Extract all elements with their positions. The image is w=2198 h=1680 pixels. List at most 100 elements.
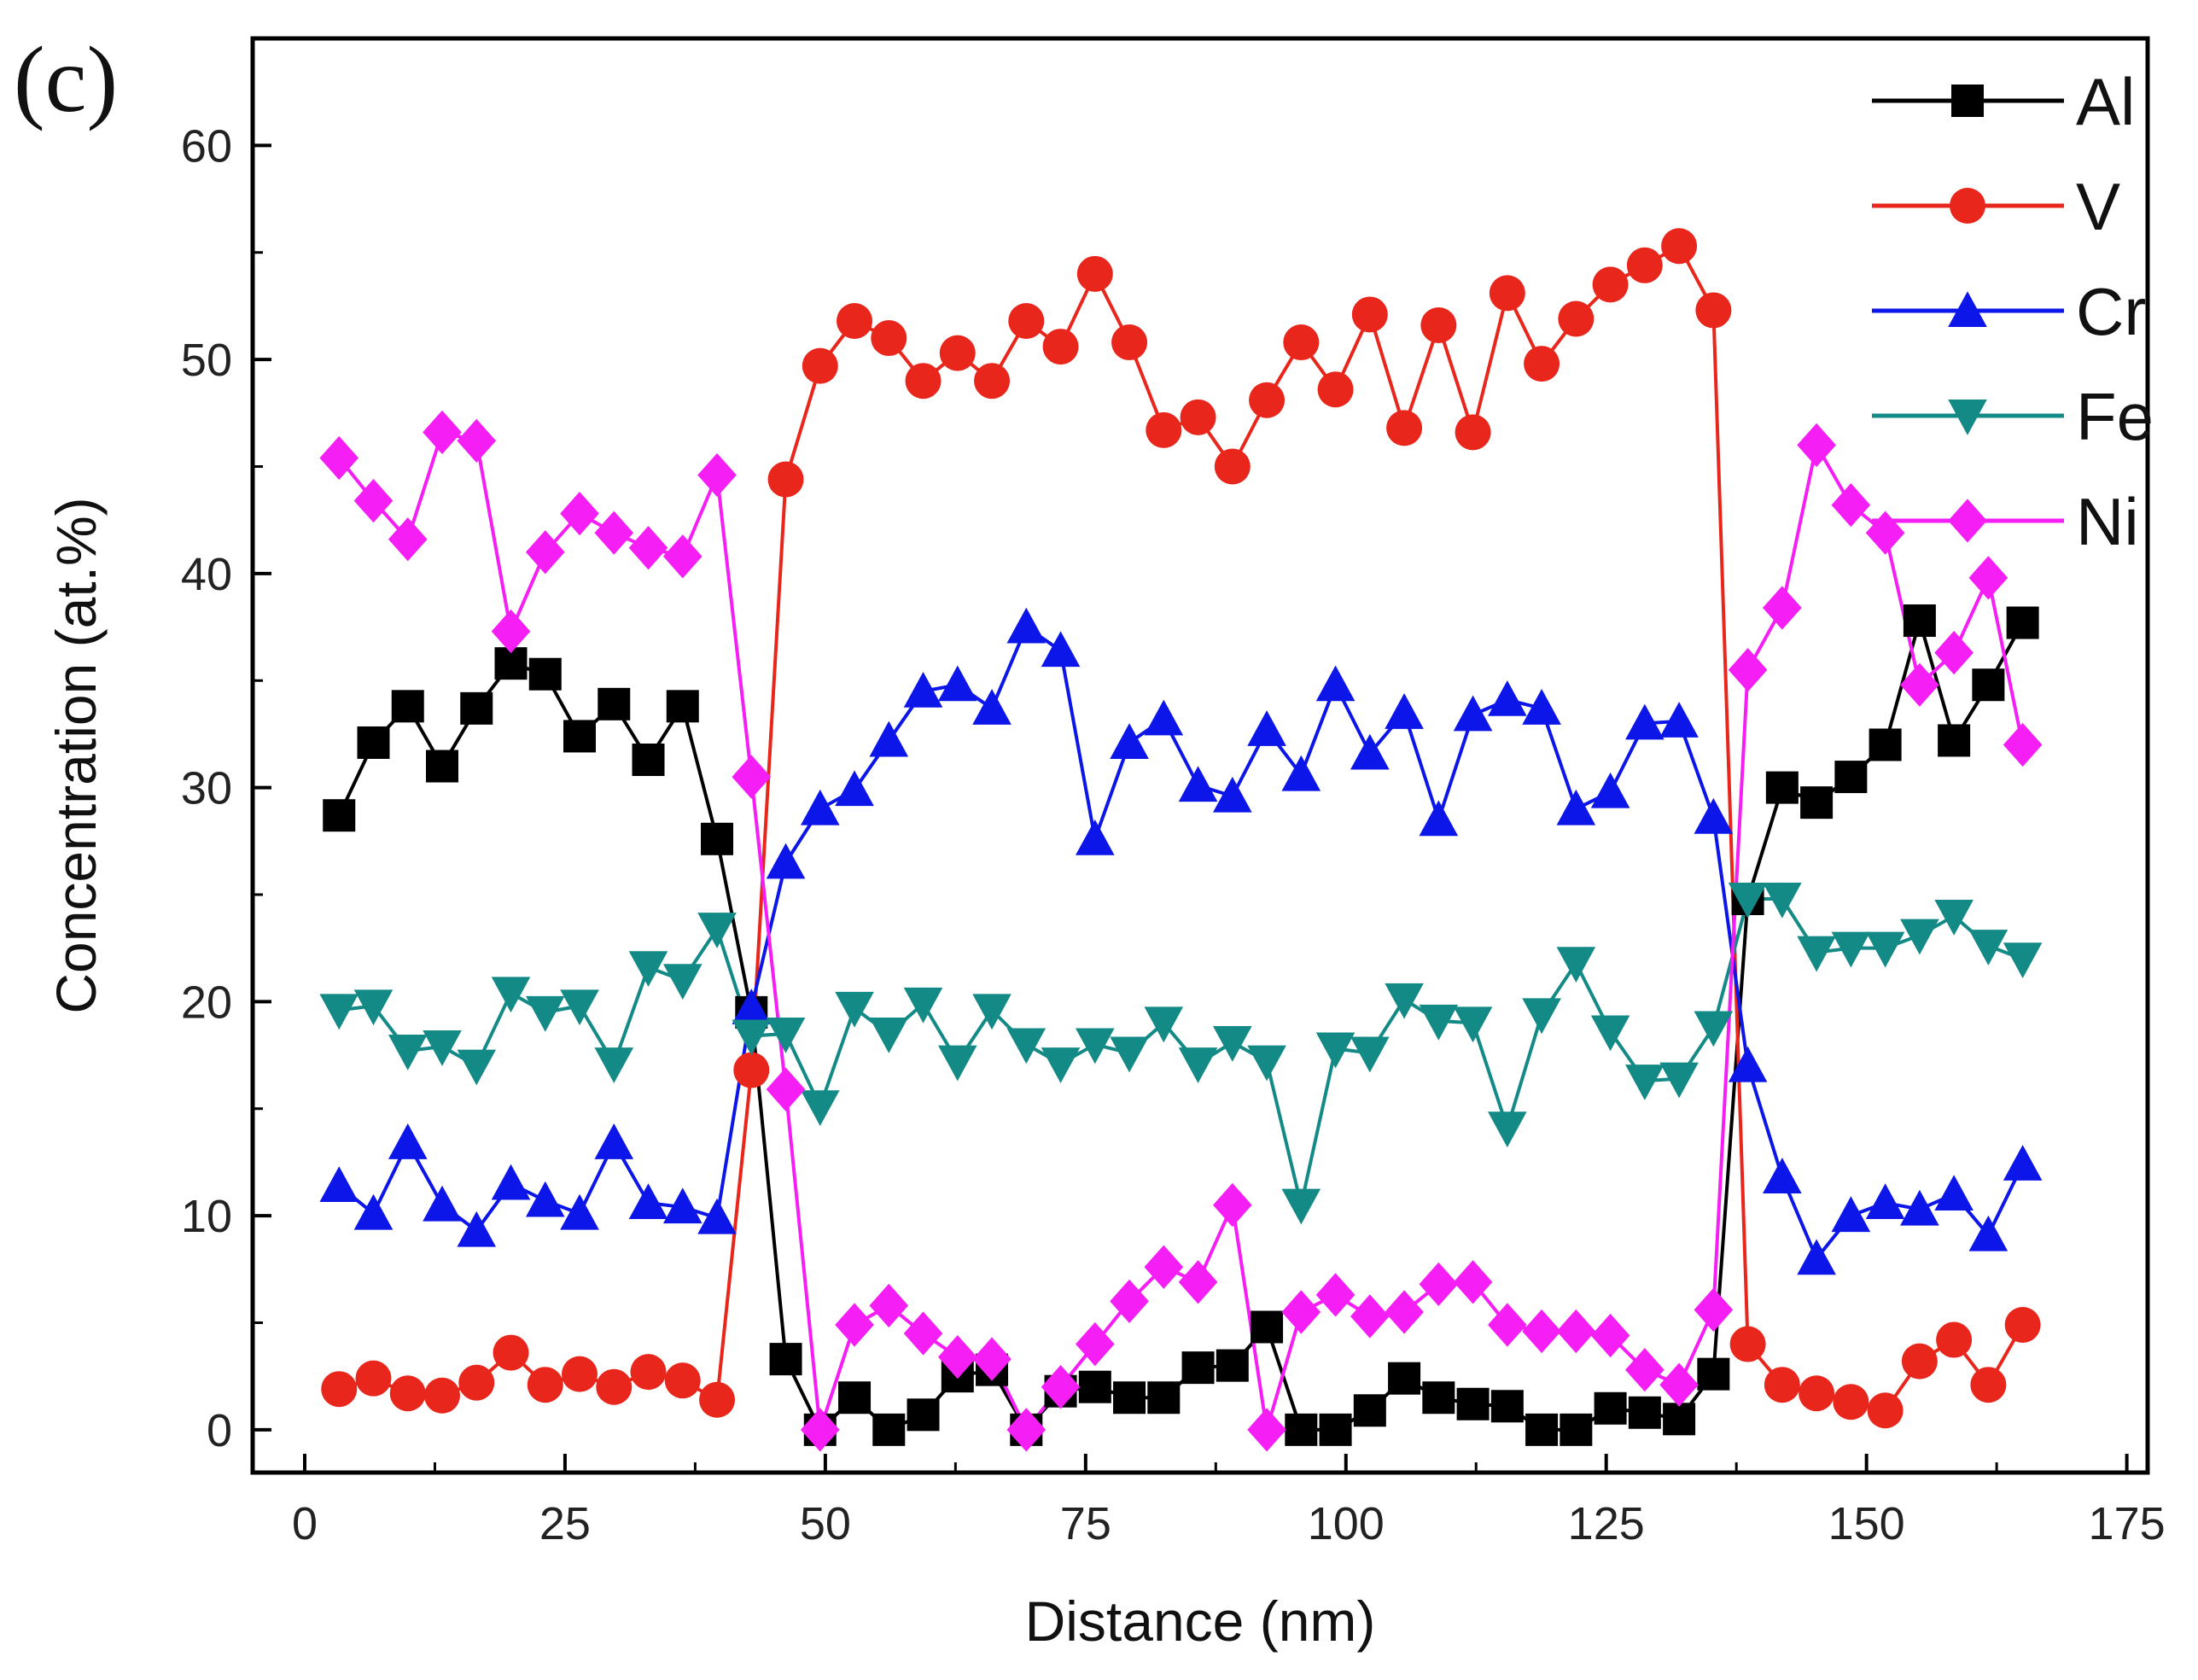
data-point-v <box>1764 1367 1800 1403</box>
legend-label-cr: Cr <box>2076 274 2146 349</box>
data-point-cr <box>1968 1215 2009 1251</box>
data-point-cr <box>1315 665 1356 702</box>
data-point-cr <box>1659 702 1699 738</box>
data-point-al <box>1800 786 1834 820</box>
data-point-al <box>391 690 424 723</box>
legend-marker-ni <box>1948 499 1987 543</box>
data-point-fe <box>1247 1045 1286 1082</box>
data-point-ni <box>1522 1309 1561 1354</box>
data-point-ni <box>697 452 737 498</box>
data-point-al <box>838 1381 872 1415</box>
data-point-ni <box>1144 1245 1184 1289</box>
data-point-al <box>426 750 458 783</box>
data-point-ni <box>1625 1347 1665 1392</box>
data-point-v <box>1180 399 1216 435</box>
data-point-ni <box>1385 1290 1424 1334</box>
data-point-ni <box>1315 1273 1356 1317</box>
data-point-cr <box>1934 1175 1974 1211</box>
data-point-al <box>1834 761 1868 794</box>
data-point-al <box>357 726 390 759</box>
data-point-al <box>1181 1351 1215 1385</box>
data-point-cr <box>732 989 772 1024</box>
data-point-v <box>1317 371 1354 408</box>
data-point-ni <box>388 517 428 562</box>
data-point-al <box>2006 606 2039 639</box>
data-point-ni <box>766 1067 806 1111</box>
data-point-ni <box>1590 1313 1630 1358</box>
data-point-v <box>1833 1384 1869 1420</box>
data-point-al <box>907 1398 940 1432</box>
data-point-ni <box>319 435 359 481</box>
data-point-fe <box>560 989 599 1026</box>
data-point-cr <box>1006 607 1047 644</box>
data-point-ni <box>732 755 772 799</box>
data-point-ni <box>2003 722 2043 767</box>
data-point-cr <box>1213 776 1252 813</box>
data-point-ni <box>1110 1279 1149 1324</box>
y-tick-label: 10 <box>181 1191 232 1242</box>
y-tick-label: 30 <box>181 763 232 814</box>
legend-marker-fe <box>1948 400 1987 435</box>
data-point-cr <box>869 720 909 757</box>
data-point-cr <box>560 1193 599 1230</box>
data-point-ni <box>800 1408 840 1452</box>
data-point-cr <box>1763 1158 1802 1193</box>
data-point-ni <box>353 478 394 523</box>
data-point-cr <box>972 689 1012 725</box>
data-point-cr <box>457 1210 497 1247</box>
data-point-cr <box>1831 1196 1871 1233</box>
data-point-cr <box>1247 710 1286 746</box>
data-point-fe <box>525 995 565 1032</box>
plot-frame <box>250 36 2150 1475</box>
data-point-al <box>1113 1381 1146 1415</box>
data-point-ni <box>1659 1362 1699 1407</box>
data-point-ni <box>1247 1408 1286 1452</box>
legend: Al V Cr Fe Ni <box>1872 64 2154 559</box>
data-point-fe <box>1728 883 1768 919</box>
data-point-al <box>1251 1310 1284 1344</box>
legend-label-fe: Fe <box>2076 379 2154 454</box>
data-point-cr <box>525 1181 565 1217</box>
data-point-fe <box>1419 1004 1459 1041</box>
data-point-al <box>1628 1396 1661 1429</box>
data-point-ni <box>662 534 703 579</box>
y-axis-label: Concentration (at.%) <box>44 497 108 1013</box>
data-point-ni <box>628 526 668 570</box>
data-point-cr <box>1350 733 1390 770</box>
x-tick-label: 175 <box>2089 1498 2166 1549</box>
data-point-ni <box>937 1334 977 1380</box>
data-point-ni <box>1350 1294 1390 1339</box>
data-point-v <box>871 320 907 357</box>
data-point-fe <box>1350 1036 1390 1073</box>
data-point-v <box>1729 1326 1766 1362</box>
x-tick-label: 0 <box>292 1498 318 1549</box>
data-point-ni <box>1213 1182 1252 1228</box>
data-point-cr <box>766 843 806 879</box>
data-point-fe <box>972 994 1012 1030</box>
data-point-cr <box>1865 1183 1905 1220</box>
data-point-al <box>563 720 597 753</box>
data-point-al <box>1938 724 1971 757</box>
series-markers <box>319 228 2043 1452</box>
legend-marker-al <box>1951 85 1984 117</box>
data-point-al <box>1697 1357 1730 1391</box>
data-point-fe <box>1110 1036 1149 1073</box>
data-point-ni <box>1728 648 1768 692</box>
data-point-ni <box>1556 1309 1596 1354</box>
data-point-fe <box>1281 1188 1321 1225</box>
data-point-cr <box>628 1183 668 1220</box>
data-point-al <box>1869 728 1902 761</box>
data-point-v <box>1386 410 1423 446</box>
data-point-fe <box>1968 930 2009 965</box>
data-point-al <box>1216 1349 1249 1382</box>
data-point-v <box>1420 307 1457 343</box>
data-point-fe <box>2003 942 2043 979</box>
data-point-fe <box>1590 1015 1630 1052</box>
data-point-al <box>1078 1370 1111 1403</box>
data-point-ni <box>1968 556 2009 600</box>
data-point-al <box>1765 771 1799 804</box>
data-point-cr <box>1385 693 1424 729</box>
data-point-ni <box>1178 1260 1218 1304</box>
data-point-v <box>1008 302 1045 339</box>
data-point-cr <box>353 1193 394 1230</box>
